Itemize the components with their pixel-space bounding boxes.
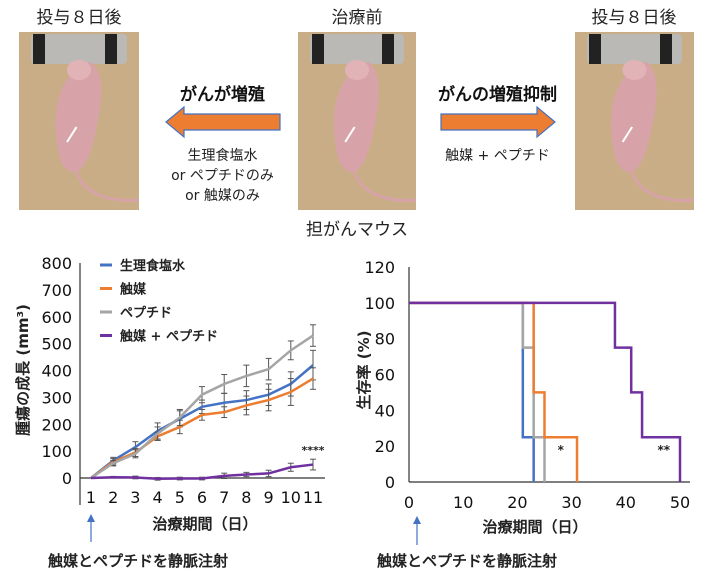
mouse-ear [67,60,91,80]
mouse-body [333,62,379,173]
right-condition: 触媒 + ペプチド [445,148,550,164]
left-arrow-icon [165,105,281,139]
y-tick-label: 0 [62,469,72,488]
injection-footnote: 触媒とペプチドを静脈注射 [377,552,557,570]
x-tick-label: 20 [507,493,527,512]
y-tick-label: 0 [385,473,395,492]
restraint-tube [587,34,682,64]
mouse-ear [345,60,369,80]
tumor-arrow-icon [621,126,633,143]
series-line [90,364,314,479]
y-tick-label: 80 [375,330,395,349]
x-tick-label: 11 [303,488,323,507]
y-tick-label: 200 [41,415,72,434]
tube-cap [105,34,117,64]
left-photo-title: 投与８日後 [36,8,122,28]
right-photo-title: 投与８日後 [591,8,677,28]
y-tick-label: 700 [41,281,72,300]
y-tick-label: 500 [41,335,72,354]
tube-cap [33,34,45,64]
x-tick-label: 30 [561,493,581,512]
legend-label: ペプチド [120,306,172,321]
center-photo-caption: 担がんマウス [306,220,408,240]
y-tick-label: 120 [364,258,395,277]
condition-saline: 生理食塩水 [187,148,258,164]
y-tick-label: 400 [41,362,72,381]
survival-step-line [409,301,579,482]
condition-catalyst-only: or 触媒のみ [185,188,260,204]
center-photo-title: 治療前 [331,8,383,28]
mouse-tail [75,171,139,202]
x-tick-label: 0 [404,493,414,512]
mouse-photo-left [19,32,139,210]
right-arrow-icon [440,105,556,139]
x-tick-label: 8 [241,488,251,507]
survival-step-line [409,301,546,482]
x-tick-label: 1 [86,488,96,507]
tumor-arrow-icon [66,126,78,143]
x-tick-label: 4 [153,488,163,507]
significance-annotation: ** [657,443,670,457]
left-arrow-label: がんが増殖 [180,85,265,105]
mouse-tail [630,171,694,202]
tube-cap [312,34,324,64]
left-conditions: 生理食塩水 or ペプチドのみ or 触媒のみ [150,146,295,206]
injection-arrowhead [87,514,95,522]
x-tick-label: 10 [281,488,301,507]
y-axis-label: 生存率 (%) [355,331,373,410]
legend-label: 生理食塩水 [120,258,186,274]
restraint-tube [31,34,127,64]
tube-cap [382,34,394,64]
y-tick-label: 20 [375,437,395,456]
mouse-photo-center [298,32,416,210]
survival-step-line [409,301,682,482]
right-arrow-label: がんの増殖抑制 [438,85,557,105]
legend-label: 触媒 + ペプチド [119,329,218,345]
y-tick-label: 800 [41,254,72,273]
restraint-tube [310,34,404,64]
x-tick-label: 7 [219,488,229,507]
x-tick-label: 2 [108,488,118,507]
mouse-ear [622,60,647,80]
y-tick-label: 100 [41,442,72,461]
y-tick-label: 40 [375,401,395,420]
x-tick-label: 3 [130,488,140,507]
significance-annotation: **** [301,444,324,457]
series-line [90,463,314,481]
mouse-body [55,62,102,173]
tube-cap [589,34,601,64]
y-tick-label: 600 [41,308,72,327]
injection-footnote: 触媒とペプチドを静脈注射 [48,552,228,570]
x-tick-label: 50 [670,493,690,512]
significance-annotation: * [558,443,565,457]
tube-cap [660,34,672,64]
x-axis-label: 治療期間（日） [152,515,257,533]
x-tick-label: 40 [616,493,636,512]
x-tick-label: 6 [197,488,207,507]
condition-peptide-only: or ペプチドのみ [171,168,274,184]
mouse-body [611,62,657,173]
tumor-arrow-icon [344,126,356,143]
x-tick-label: 9 [264,488,274,507]
x-tick-label: 5 [175,488,185,507]
series-line [90,334,314,480]
injection-arrowhead [413,516,421,524]
y-tick-label: 300 [41,388,72,407]
mouse-photo-right [575,32,694,210]
y-tick-label: 100 [364,294,395,313]
y-axis-label: 腫瘍の成長 (mm³) [14,304,32,436]
legend-label: 触媒 [119,282,147,298]
x-tick-label: 10 [453,493,473,512]
x-axis-label: 治療期間（日） [482,518,587,536]
y-tick-label: 60 [375,366,395,385]
survival-step-line [409,301,535,482]
tumor-growth-chart: 0 100 200 300 400 500 600 700 800 1 2 3 4 5 6 7 8 9 10 11 生理… [14,254,325,570]
mouse-tail [353,171,416,202]
